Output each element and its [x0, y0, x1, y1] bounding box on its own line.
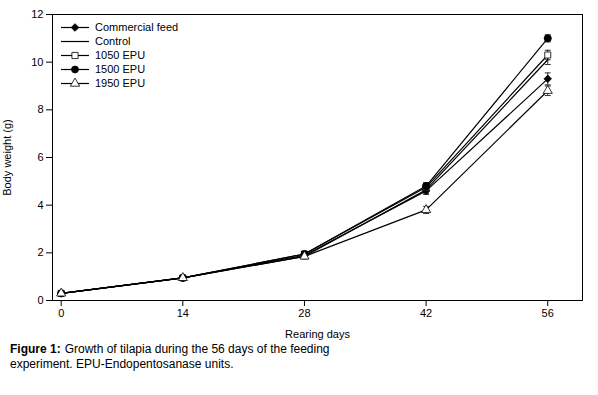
html-text:1500 EPU: 1500 EPU — [95, 63, 146, 75]
svg-text:10: 10 — [31, 56, 43, 68]
svg-text:42: 42 — [420, 307, 432, 319]
svg-text:12: 12 — [31, 8, 43, 20]
html-text:Commercial feed: Commercial feed — [95, 21, 179, 33]
html-text:Control: Control — [95, 35, 131, 47]
svg-text:4: 4 — [37, 199, 43, 211]
svg-text:Rearing days: Rearing days — [285, 328, 350, 340]
svg-text:2: 2 — [37, 246, 43, 258]
svg-text:56: 56 — [542, 307, 554, 319]
svg-text:14: 14 — [177, 307, 189, 319]
html-text:Figure 1: Growth of tilapia du: Figure 1: Growth of tilapia during the 5… — [10, 342, 330, 371]
svg-text:0: 0 — [58, 307, 64, 319]
svg-text:28: 28 — [298, 307, 310, 319]
html-text:1050 EPU: 1050 EPU — [95, 49, 146, 61]
svg-text:0: 0 — [37, 294, 43, 306]
html-text:1950 EPU: 1950 EPU — [95, 77, 146, 89]
svg-text:8: 8 — [37, 103, 43, 115]
svg-text:Body weight (g): Body weight (g) — [1, 119, 13, 195]
svg-text:6: 6 — [37, 151, 43, 163]
